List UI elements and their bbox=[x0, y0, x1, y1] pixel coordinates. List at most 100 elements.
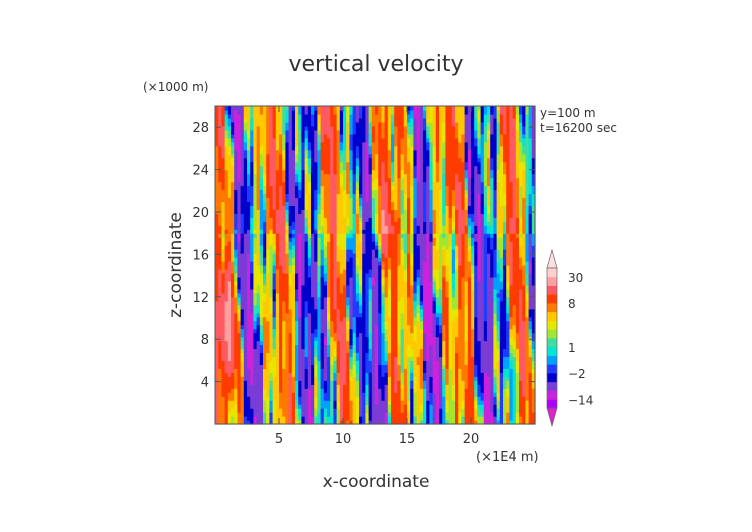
heatmap-cell bbox=[301, 296, 306, 302]
heatmap-cell bbox=[461, 392, 466, 397]
heatmap-cell bbox=[432, 316, 437, 322]
heatmap-cell bbox=[301, 332, 306, 338]
heatmap-cell bbox=[250, 280, 254, 286]
heatmap-cell bbox=[499, 388, 504, 393]
heatmap-cell bbox=[519, 360, 523, 365]
heatmap-cell bbox=[298, 356, 302, 362]
heatmap-cell bbox=[327, 300, 331, 306]
heatmap-cell bbox=[355, 392, 360, 397]
heatmap-cell bbox=[387, 249, 392, 254]
heatmap-cell bbox=[423, 384, 427, 389]
heatmap-cell bbox=[323, 292, 328, 298]
heatmap-cell bbox=[477, 356, 482, 362]
heatmap-cell bbox=[426, 225, 430, 230]
heatmap-cell bbox=[237, 308, 242, 314]
heatmap-cell bbox=[413, 344, 418, 350]
heatmap-cell bbox=[256, 368, 261, 373]
heatmap-cell bbox=[368, 372, 373, 377]
heatmap-cell bbox=[464, 225, 469, 230]
heatmap-cell bbox=[237, 340, 242, 346]
heatmap-cell bbox=[407, 249, 411, 254]
heatmap-cell bbox=[355, 304, 360, 310]
heatmap-cell bbox=[506, 352, 510, 358]
heatmap-cell bbox=[307, 265, 312, 270]
heatmap-cell bbox=[256, 257, 261, 262]
heatmap-cell bbox=[327, 280, 331, 286]
heatmap-cell bbox=[381, 408, 386, 413]
heatmap-cell bbox=[343, 308, 347, 314]
heatmap-cell bbox=[218, 356, 222, 362]
heatmap-cell bbox=[221, 332, 226, 338]
heatmap-cell bbox=[432, 332, 437, 338]
heatmap-cell bbox=[237, 292, 242, 298]
heatmap-cell bbox=[285, 296, 290, 302]
heatmap-cell bbox=[464, 276, 469, 282]
heatmap-cell bbox=[509, 280, 514, 286]
heatmap-cell bbox=[266, 276, 270, 282]
heatmap-cell bbox=[314, 304, 318, 310]
heatmap-cell bbox=[387, 392, 392, 397]
heatmap-cell bbox=[349, 245, 354, 250]
heatmap-cell bbox=[346, 416, 350, 421]
heatmap-cell bbox=[231, 380, 235, 385]
heatmap-cell bbox=[327, 392, 331, 397]
heatmap-cell bbox=[458, 412, 462, 417]
heatmap-cell bbox=[413, 336, 418, 342]
heatmap-cell bbox=[227, 280, 232, 286]
heatmap-cell bbox=[234, 249, 238, 254]
heatmap-cell bbox=[448, 296, 453, 302]
heatmap-cell bbox=[391, 324, 395, 330]
heatmap-cell bbox=[349, 249, 354, 254]
heatmap-cell bbox=[339, 320, 344, 326]
heatmap-cell bbox=[314, 237, 318, 242]
heatmap-cell bbox=[413, 312, 418, 318]
heatmap-cell bbox=[371, 388, 376, 393]
heatmap-cell bbox=[509, 245, 514, 250]
heatmap-cell bbox=[317, 245, 322, 250]
heatmap-cell bbox=[250, 420, 254, 425]
heatmap-cell bbox=[317, 241, 322, 246]
heatmap-cell bbox=[263, 420, 267, 425]
heatmap-cell bbox=[330, 348, 334, 354]
heatmap-cell bbox=[531, 352, 536, 358]
heatmap-cell bbox=[442, 241, 446, 246]
heatmap-cell bbox=[528, 400, 533, 405]
heatmap-cell bbox=[407, 348, 411, 354]
heatmap-cell bbox=[506, 324, 510, 330]
heatmap-cell bbox=[515, 233, 520, 238]
heatmap-cell bbox=[253, 233, 258, 238]
heatmap-cell bbox=[509, 352, 514, 358]
heatmap-cell bbox=[496, 268, 501, 274]
heatmap-cell bbox=[448, 237, 453, 242]
heatmap-cell bbox=[435, 225, 440, 230]
heatmap-cell bbox=[343, 348, 347, 354]
heatmap-cell bbox=[509, 225, 514, 230]
heatmap-cell bbox=[477, 308, 482, 314]
heatmap-cell bbox=[346, 304, 350, 310]
heatmap-cell bbox=[263, 336, 267, 342]
heatmap-cell bbox=[253, 272, 258, 278]
heatmap-cell bbox=[381, 241, 386, 246]
heatmap-cell bbox=[256, 336, 261, 342]
heatmap-cell bbox=[467, 376, 472, 381]
heatmap-cell bbox=[243, 364, 248, 369]
heatmap-cell bbox=[522, 265, 526, 270]
heatmap-cell bbox=[522, 245, 526, 250]
heatmap-cell bbox=[240, 328, 245, 334]
heatmap-cell bbox=[346, 396, 350, 401]
heatmap-cell bbox=[263, 408, 267, 413]
heatmap-cell bbox=[503, 265, 507, 270]
heatmap-cell bbox=[317, 268, 322, 274]
heatmap-cell bbox=[314, 384, 318, 389]
heatmap-cell bbox=[247, 261, 251, 266]
heatmap-cell bbox=[362, 292, 366, 298]
heatmap-cell bbox=[330, 316, 334, 322]
heatmap-cell bbox=[250, 308, 254, 314]
heatmap-cell bbox=[243, 360, 248, 365]
heatmap-cell bbox=[272, 241, 277, 246]
heatmap-cell bbox=[461, 356, 466, 362]
heatmap-cell bbox=[416, 296, 421, 302]
heatmap-cell bbox=[384, 356, 389, 362]
heatmap-cell bbox=[247, 304, 251, 310]
heatmap-cell bbox=[317, 324, 322, 330]
